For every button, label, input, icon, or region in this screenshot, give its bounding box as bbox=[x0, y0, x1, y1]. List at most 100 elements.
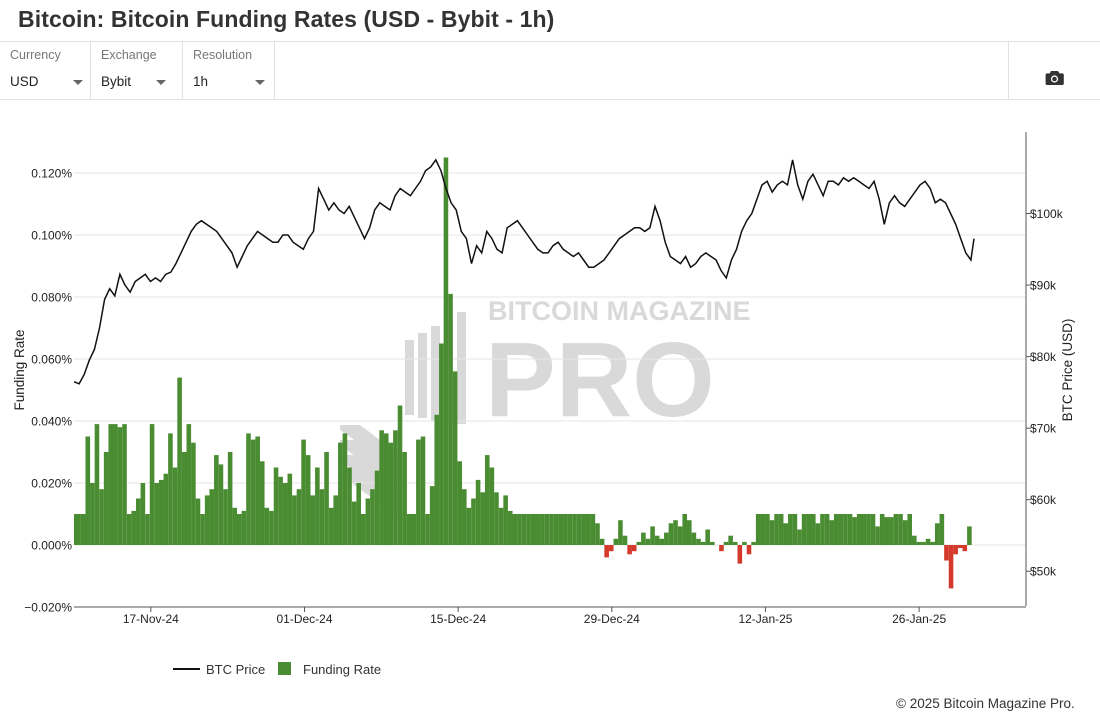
funding-bar bbox=[232, 507, 238, 545]
funding-bar bbox=[847, 514, 853, 545]
watermark-line2: PRO bbox=[485, 321, 715, 439]
currency-select[interactable]: Currency USD bbox=[0, 42, 91, 99]
funding-bar bbox=[687, 520, 692, 545]
right-axis-ticks: $50k $60k $70k $80k $90k $100k bbox=[1026, 207, 1064, 579]
left-tick-label: 0.000% bbox=[31, 539, 72, 553]
funding-bar bbox=[838, 514, 844, 545]
funding-bar bbox=[122, 424, 127, 545]
funding-bar bbox=[765, 514, 770, 545]
funding-bar bbox=[356, 483, 361, 545]
funding-bar bbox=[135, 498, 141, 545]
funding-bar bbox=[411, 514, 417, 545]
funding-bar bbox=[282, 483, 288, 545]
funding-bar bbox=[379, 430, 384, 545]
copyright: © 2025 Bitcoin Magazine Pro. bbox=[896, 696, 1075, 711]
screenshot-button[interactable] bbox=[1008, 42, 1100, 99]
funding-bar bbox=[852, 517, 857, 545]
legend-label-funding-rate: Funding Rate bbox=[303, 662, 381, 677]
funding-bar bbox=[788, 514, 793, 545]
legend-item-funding-rate[interactable]: Funding Rate bbox=[278, 662, 381, 677]
funding-bar bbox=[682, 514, 688, 545]
funding-bar bbox=[751, 541, 756, 545]
funding-bar bbox=[893, 514, 899, 545]
funding-bar bbox=[328, 507, 334, 545]
funding-bar bbox=[181, 452, 187, 545]
funding-bar bbox=[567, 514, 573, 545]
funding-bar bbox=[705, 529, 710, 545]
funding-bar bbox=[512, 514, 518, 545]
funding-bar bbox=[448, 293, 453, 545]
funding-bar bbox=[292, 495, 297, 545]
left-tick-label: 0.080% bbox=[31, 291, 72, 305]
funding-bar bbox=[953, 545, 958, 555]
funding-bar bbox=[843, 514, 848, 545]
funding-bar bbox=[879, 514, 885, 545]
right-tick-label: $70k bbox=[1030, 422, 1057, 436]
resolution-value: 1h bbox=[193, 74, 209, 89]
funding-bar bbox=[319, 489, 325, 545]
watermark-line1: BITCOIN MAGAZINE bbox=[488, 296, 751, 326]
funding-bar bbox=[650, 526, 655, 545]
funding-bar bbox=[241, 510, 247, 545]
funding-bar bbox=[237, 514, 242, 545]
legend-item-btc-price[interactable]: BTC Price bbox=[173, 662, 265, 677]
funding-bar bbox=[957, 545, 963, 549]
funding-bar bbox=[677, 526, 683, 545]
funding-bar bbox=[824, 514, 830, 545]
funding-bar bbox=[99, 489, 104, 545]
funding-bar bbox=[273, 467, 279, 545]
funding-bar bbox=[604, 545, 609, 558]
funding-bar bbox=[503, 495, 508, 545]
funding-bar bbox=[278, 476, 283, 545]
funding-bar bbox=[103, 452, 109, 545]
funding-bar bbox=[342, 433, 348, 545]
funding-bar bbox=[700, 541, 706, 545]
funding-bar bbox=[250, 439, 256, 545]
funding-bar bbox=[728, 535, 733, 545]
funding-bar bbox=[934, 523, 940, 545]
funding-bar bbox=[489, 467, 495, 545]
left-axis-ticks: −0.020% 0.000% 0.020% 0.040% 0.060% 0.080% 0.1… bbox=[24, 167, 72, 615]
funding-bar bbox=[494, 492, 499, 545]
exchange-select[interactable]: Exchange Bybit bbox=[91, 42, 183, 99]
funding-bar bbox=[145, 514, 150, 545]
x-tick-label: 15-Dec-24 bbox=[430, 612, 486, 626]
funding-bar bbox=[416, 439, 421, 545]
funding-bar bbox=[815, 523, 821, 545]
funding-bar bbox=[117, 427, 123, 545]
funding-bar bbox=[921, 541, 926, 545]
funding-bar bbox=[631, 545, 637, 552]
funding-bar bbox=[806, 514, 811, 545]
funding-bar bbox=[585, 514, 591, 545]
funding-bar bbox=[797, 529, 802, 545]
funding-bar bbox=[898, 514, 903, 545]
funding-bar bbox=[948, 545, 954, 589]
exchange-value: Bybit bbox=[101, 74, 132, 89]
funding-bar bbox=[889, 517, 894, 545]
chart-area: BITCOIN MAGAZINE PRO −0.020% 0.000% 0.020%… bbox=[12, 132, 1075, 677]
funding-bar bbox=[774, 514, 779, 545]
funding-bar bbox=[324, 452, 329, 545]
btc-price-line bbox=[73, 158, 975, 385]
funding-bar bbox=[374, 470, 380, 545]
funding-bar bbox=[526, 514, 531, 545]
funding-bar bbox=[760, 514, 766, 545]
funding-bar bbox=[246, 433, 251, 545]
funding-bar bbox=[530, 514, 536, 545]
funding-bar bbox=[383, 433, 389, 545]
x-tick-label: 12-Jan-25 bbox=[738, 612, 792, 626]
funding-bar bbox=[393, 430, 398, 545]
funding-bar bbox=[907, 514, 913, 545]
funding-bar bbox=[833, 514, 839, 545]
resolution-select[interactable]: Resolution 1h bbox=[183, 42, 275, 99]
funding-bar bbox=[154, 483, 159, 545]
right-tick-label: $60k bbox=[1030, 493, 1057, 507]
funding-bar bbox=[544, 514, 550, 545]
funding-bar bbox=[939, 514, 945, 545]
funding-bar bbox=[792, 514, 798, 545]
left-tick-label: 0.120% bbox=[31, 167, 72, 181]
funding-bar bbox=[85, 436, 91, 545]
funding-bar bbox=[870, 514, 876, 545]
funding-bar bbox=[535, 514, 541, 545]
funding-bar bbox=[783, 523, 789, 545]
